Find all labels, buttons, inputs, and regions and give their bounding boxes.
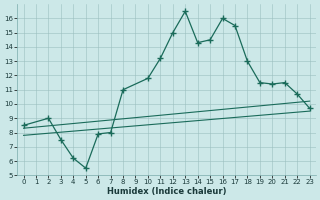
X-axis label: Humidex (Indice chaleur): Humidex (Indice chaleur) — [107, 187, 226, 196]
